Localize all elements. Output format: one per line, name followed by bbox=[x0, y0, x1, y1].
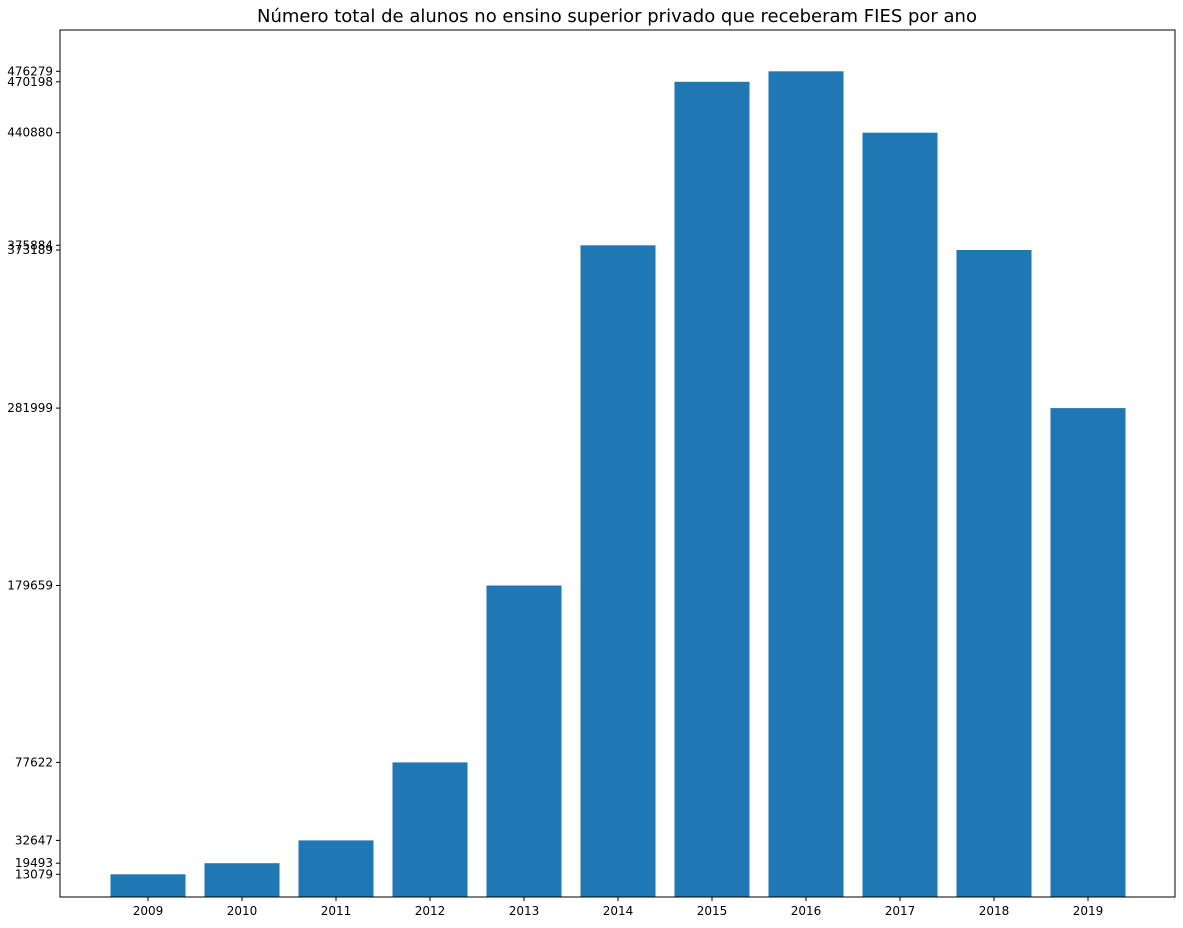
bar-2019 bbox=[1050, 408, 1126, 897]
bars-layer bbox=[110, 71, 1126, 898]
x-tick-label: 2013 bbox=[509, 904, 540, 918]
bar-2018 bbox=[956, 250, 1032, 897]
x-tick-label: 2016 bbox=[791, 904, 822, 918]
y-tick-label: 77622 bbox=[15, 755, 53, 769]
x-axis: 2009 2010 2011 2012 2013 2014 2015 2016 2017 2018… bbox=[133, 897, 1104, 918]
bar-2012 bbox=[392, 762, 468, 897]
y-tick-label: 179659 bbox=[7, 579, 53, 593]
bar-2015 bbox=[674, 81, 750, 898]
y-tick-label: 32647 bbox=[15, 833, 53, 847]
y-tick-label: 19493 bbox=[15, 856, 53, 870]
y-tick-label: 373189 bbox=[7, 243, 53, 257]
bar-2010 bbox=[204, 863, 280, 897]
x-tick-label: 2011 bbox=[321, 904, 352, 918]
y-tick-label: 470198 bbox=[7, 75, 53, 89]
x-tick-label: 2015 bbox=[697, 904, 728, 918]
y-tick-label: 440880 bbox=[7, 126, 53, 140]
x-tick-label: 2012 bbox=[415, 904, 446, 918]
x-tick-label: 2017 bbox=[885, 904, 916, 918]
x-tick-label: 2009 bbox=[133, 904, 164, 918]
bar-2011 bbox=[298, 840, 374, 897]
y-tick-label: 281999 bbox=[7, 401, 53, 415]
chart-title: Número total de alunos no ensino superio… bbox=[257, 6, 977, 27]
x-tick-label: 2014 bbox=[603, 904, 634, 918]
bar-2016 bbox=[768, 71, 844, 898]
bar-2009 bbox=[110, 874, 186, 897]
y-tick-label: 13079 bbox=[15, 867, 53, 881]
x-tick-label: 2019 bbox=[1073, 904, 1104, 918]
bar-2017 bbox=[862, 132, 938, 897]
x-tick-label: 2010 bbox=[227, 904, 258, 918]
y-tick-label: 476279 bbox=[7, 64, 53, 78]
bar-2013 bbox=[486, 585, 562, 897]
x-tick-label: 2018 bbox=[979, 904, 1010, 918]
bar-2014 bbox=[580, 245, 656, 898]
y-tick-label: 375884 bbox=[7, 238, 53, 252]
